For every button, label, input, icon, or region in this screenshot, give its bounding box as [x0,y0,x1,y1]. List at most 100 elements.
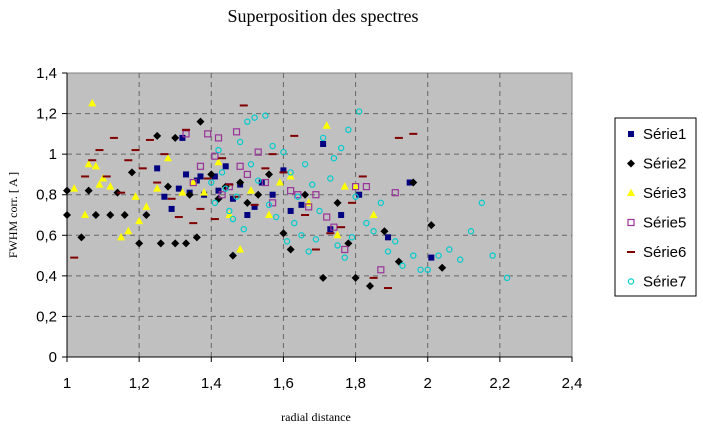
data-point [261,178,269,187]
data-point [182,239,191,248]
data-point [391,189,399,197]
data-point [312,236,320,243]
data-point [179,134,186,141]
data-point [236,178,245,187]
data-point [156,239,165,248]
legend-entry: Série6 [627,244,686,261]
data-point [88,98,97,107]
legend-box [614,117,697,297]
data-point [236,244,245,253]
data-point [275,178,284,186]
data-point [269,142,276,150]
data-point [236,162,244,170]
data-point [286,245,295,254]
data-point [214,157,223,166]
data-point [385,234,392,241]
data-point [251,203,258,210]
x-axis-label: radial distance [281,410,351,424]
data-point [218,169,226,176]
data-point [265,201,273,209]
data-point [319,273,328,282]
data-point [503,274,511,282]
data-point [207,170,216,179]
legend: Série1 Série2 Série3 Série5 Série6 Série7 [614,117,697,297]
data-point [196,162,205,170]
data-point [142,211,151,219]
data-point [333,230,342,239]
data-point [193,177,200,184]
data-point [218,191,226,199]
data-point [189,178,197,187]
data-point [95,180,104,188]
data-point [222,163,229,170]
data-point [291,219,298,227]
data-point [351,182,360,190]
data-point [438,263,447,272]
legend-marker [627,159,635,168]
data-point [337,144,345,152]
data-point [63,211,71,219]
data-point [287,169,294,176]
data-point [269,191,276,198]
data-point [84,186,93,195]
legend-label: Série1 [643,126,686,143]
y-tick-labels: 0 0,2 0,4 0,6 0,8 1 1,2 1,4 [36,65,57,366]
data-point [301,190,310,199]
data-point [254,148,262,156]
data-point [135,239,144,248]
data-point [225,210,234,218]
series-Série2 [63,117,447,290]
data-point [233,193,240,200]
y-tick-label: 0,6 [36,227,57,244]
legend-entry: Série7 [627,274,686,291]
data-point [262,112,269,119]
data-point [154,165,161,172]
data-point [330,223,338,231]
data-point [355,108,363,115]
data-point [279,229,288,238]
data-point [341,254,348,261]
data-point [161,193,168,200]
data-point [369,210,378,218]
data-point [215,146,222,154]
data-point [204,130,212,138]
grid-lines [67,73,572,357]
data-point [229,195,236,202]
data-point [327,175,334,182]
data-point [117,232,126,241]
y-tick-label: 1,4 [36,65,57,82]
y-axis-label: FWHM corr. [ A ] [6,172,20,258]
data-point [164,153,172,162]
data-point [254,190,263,199]
x-tick-label: 1 [63,375,71,392]
data-point [189,178,198,186]
data-point [214,134,223,142]
y-tick-label: 0,2 [36,308,57,325]
data-point [84,159,93,168]
data-point [236,138,244,146]
data-point [348,234,356,241]
data-point [294,193,302,200]
data-point [301,161,309,168]
data-point [265,170,273,179]
data-point [377,266,385,274]
data-point [366,282,374,290]
data-point [244,212,251,218]
legend-label: Série2 [643,156,686,173]
x-tick-label: 1,4 [201,375,222,392]
data-point [91,161,100,170]
data-point [240,225,247,233]
legend-entry: Série1 [628,126,686,143]
data-point [294,191,302,199]
data-point [338,212,345,218]
data-point [175,185,182,192]
data-point [298,232,305,239]
series-Série7 [208,108,511,282]
data-point [168,205,175,212]
legend-entry: Série5 [627,215,686,232]
data-point [178,188,187,196]
legend-label: Série5 [643,215,686,232]
legend-marker [627,218,635,227]
data-point [135,216,144,225]
y-tick-label: 0 [49,349,57,366]
